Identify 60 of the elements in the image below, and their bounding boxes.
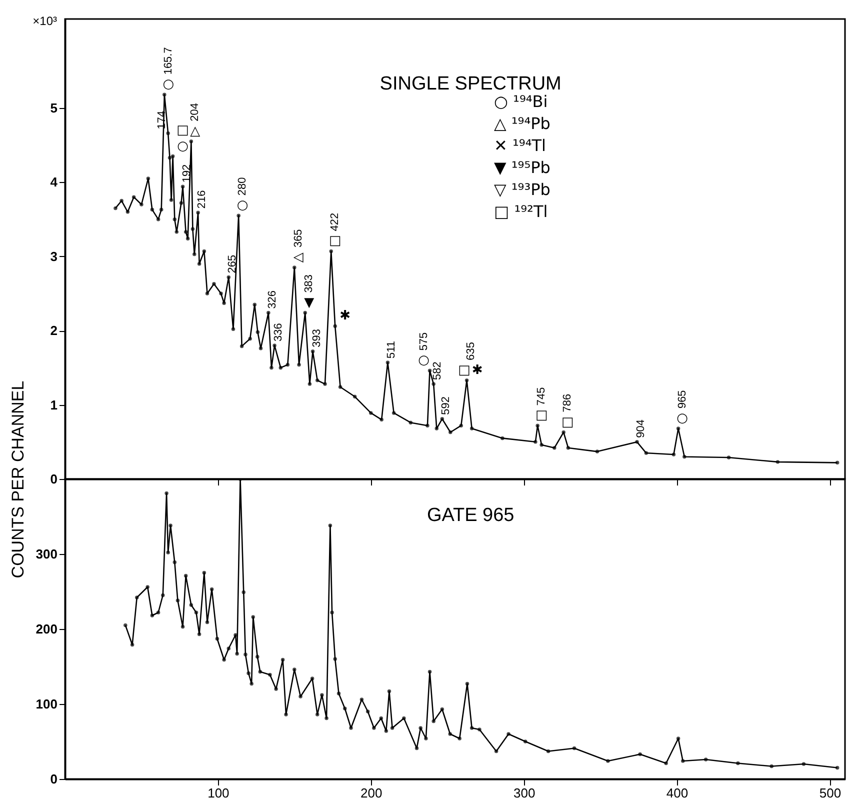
y-tick-label: 4 xyxy=(50,174,58,190)
annotation: 326 xyxy=(266,290,278,309)
annotation: □ ¹⁹²Tl xyxy=(494,202,548,221)
annotation: ✕ ¹⁹⁴Tl xyxy=(494,136,546,155)
x-tick-label: 400 xyxy=(666,786,688,800)
annotation: ✱ xyxy=(472,362,483,378)
y-tick-label: 5 xyxy=(50,100,58,116)
annotation: ▼ xyxy=(304,295,314,310)
annotation: □ xyxy=(561,414,574,430)
annotation: ○ xyxy=(236,198,248,214)
y-tick-label: 0 xyxy=(50,472,58,486)
annotation: 592 xyxy=(440,396,452,415)
annotation: 280 xyxy=(236,177,249,196)
annotation: 635 xyxy=(464,342,477,360)
y-tick-label: 3 xyxy=(50,248,58,264)
x-tick-label: 300 xyxy=(513,786,536,800)
y-tick-label: 0 xyxy=(50,772,58,786)
annotation: ○ xyxy=(177,138,188,154)
x-tick-label: 200 xyxy=(360,786,382,800)
annotation: ▽ ¹⁹³Pb xyxy=(494,180,550,199)
annotation: ✱ xyxy=(340,308,351,324)
annotation: ▼ ¹⁹⁵Pb xyxy=(494,158,550,177)
annotation: ○ xyxy=(676,411,688,426)
annotation: ◁ xyxy=(293,250,304,266)
x-tick-label: 500 xyxy=(819,786,842,800)
y-tick-label: 100 xyxy=(36,696,58,712)
annotation: 393 xyxy=(310,329,323,348)
annotation: □ xyxy=(458,362,470,378)
annotation: 965 xyxy=(676,390,688,409)
annotation: 422 xyxy=(329,212,342,232)
annotation: △ ¹⁹⁴Pb xyxy=(494,114,550,133)
y-axis-title: COUNTS PER CHANNEL xyxy=(8,380,28,578)
annotation: 204 xyxy=(189,103,202,122)
annotation: ○ ¹⁹⁴Bi xyxy=(494,92,548,111)
y-tick-label: 200 xyxy=(36,622,58,636)
text: GATE 965 xyxy=(426,505,514,526)
annotation: □ xyxy=(535,408,548,424)
annotation: 336 xyxy=(272,323,285,342)
annotation: 745 xyxy=(536,387,548,406)
y-tick-label: 300 xyxy=(36,546,58,562)
y-tick-label: 1 xyxy=(50,397,58,412)
annotation: 511 xyxy=(386,340,398,359)
annotation: 582 xyxy=(432,362,444,380)
annotation: □ xyxy=(328,234,342,249)
annotation: 904 xyxy=(635,420,647,438)
annotation: 165.7 xyxy=(162,47,174,75)
annotation: 365 xyxy=(292,229,304,248)
annotation: ○ xyxy=(418,353,430,368)
text: SINGLE SPECTRUM xyxy=(380,73,562,94)
y-tick-label: 2 xyxy=(50,323,58,338)
annotation: 265 xyxy=(226,254,239,274)
x-tick-label: 100 xyxy=(208,786,230,800)
text: ×10³ xyxy=(32,14,57,28)
annotation: 216 xyxy=(196,190,208,209)
annotation: △ xyxy=(190,124,200,139)
annotation: □ xyxy=(176,122,189,138)
annotation: 383 xyxy=(303,274,316,293)
annotation: ○ xyxy=(162,77,174,92)
annotation: 786 xyxy=(562,394,574,412)
annotation: 575 xyxy=(418,332,430,351)
